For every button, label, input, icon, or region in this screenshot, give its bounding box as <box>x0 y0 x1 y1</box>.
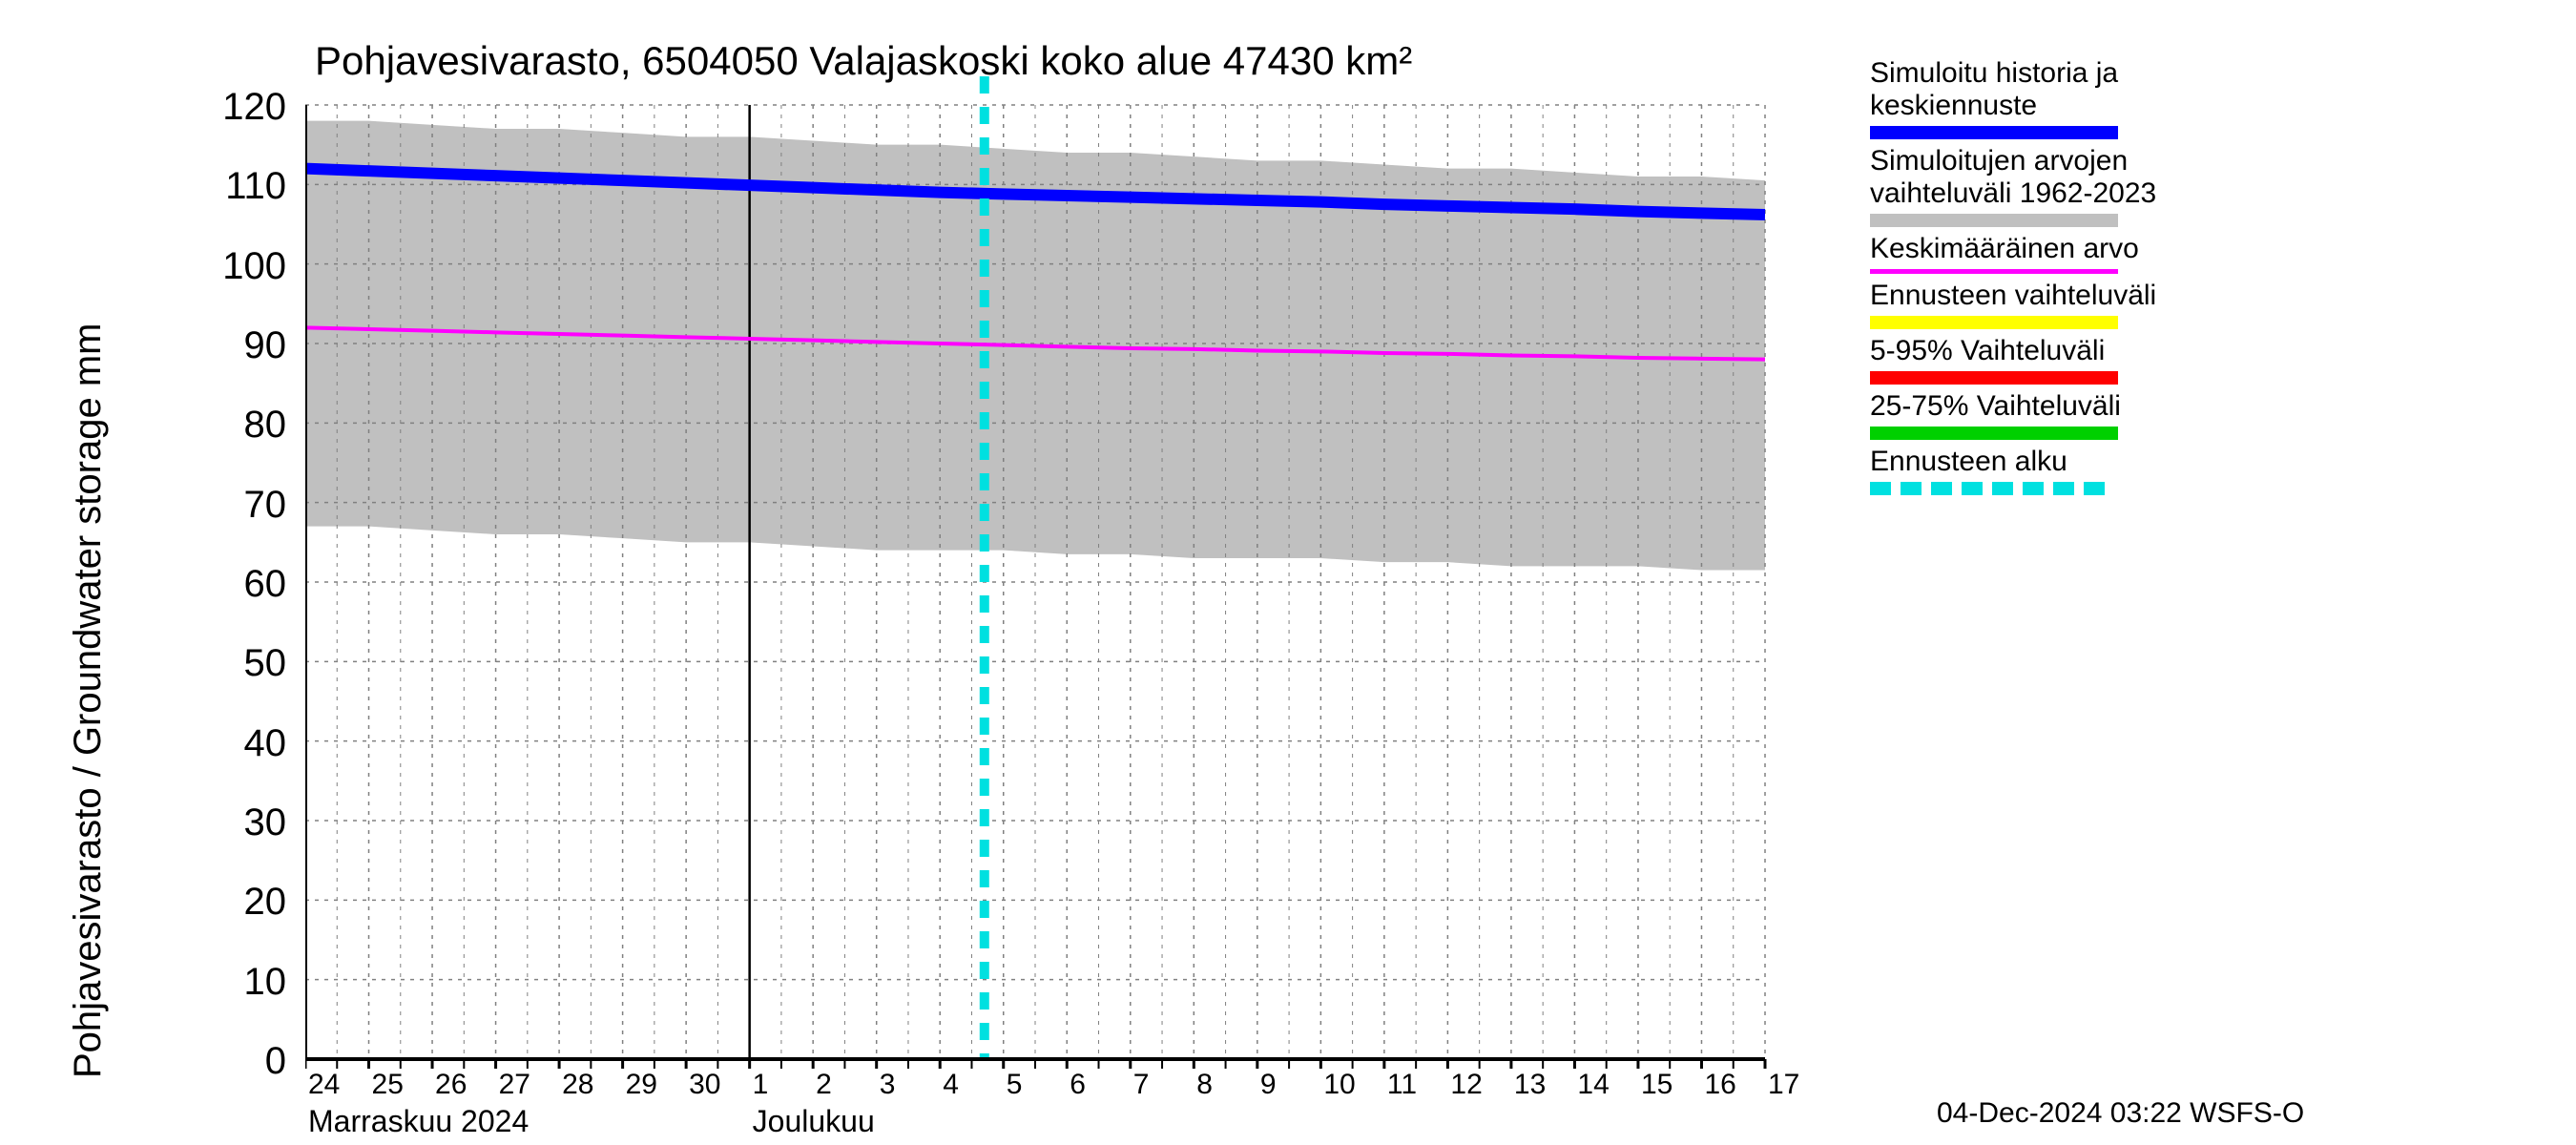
ytick-label: 100 <box>181 245 286 288</box>
xtick-label: 6 <box>1070 1069 1086 1101</box>
xtick-label: 24 <box>308 1069 340 1101</box>
legend-entry: Simuloitu historia ja keskiennuste <box>1870 57 2213 139</box>
ytick-label: 0 <box>181 1040 286 1083</box>
xtick-label: 26 <box>435 1069 467 1101</box>
xtick-label: 10 <box>1323 1069 1355 1101</box>
xtick-label: 3 <box>880 1069 896 1101</box>
ytick-label: 50 <box>181 642 286 685</box>
legend-text: Ennusteen vaihteluväli <box>1870 280 2213 312</box>
xtick-label: 15 <box>1641 1069 1672 1101</box>
month-label: Marraskuu 2024November <box>308 1103 529 1145</box>
ytick-label: 120 <box>181 86 286 129</box>
legend-text: Ennusteen alku <box>1870 446 2213 478</box>
ytick-label: 40 <box>181 722 286 765</box>
legend-entry: 25-75% Vaihteluväli <box>1870 390 2213 440</box>
ytick-label: 30 <box>181 802 286 844</box>
xtick-label: 17 <box>1768 1069 1799 1101</box>
legend-swatch <box>1870 126 2118 139</box>
xtick-label: 11 <box>1387 1069 1417 1101</box>
ytick-label: 80 <box>181 404 286 447</box>
xtick-label: 4 <box>943 1069 959 1101</box>
plot-area <box>305 67 1775 1069</box>
xtick-label: 9 <box>1260 1069 1277 1101</box>
legend-entry: Simuloitujen arvojen vaihteluväli 1962-2… <box>1870 145 2213 227</box>
xtick-label: 25 <box>372 1069 404 1101</box>
legend-entry: Keskimääräinen arvo <box>1870 233 2213 274</box>
legend-swatch <box>1870 316 2118 329</box>
xtick-label: 28 <box>562 1069 593 1101</box>
xtick-label: 16 <box>1704 1069 1735 1101</box>
legend-text: 25-75% Vaihteluväli <box>1870 390 2213 423</box>
xtick-label: 27 <box>499 1069 530 1101</box>
legend-text: 5-95% Vaihteluväli <box>1870 335 2213 367</box>
ytick-label: 20 <box>181 881 286 924</box>
legend-text: Simuloitu historia ja keskiennuste <box>1870 57 2213 122</box>
month-label: JoulukuuDecember <box>753 1103 894 1145</box>
ytick-label: 60 <box>181 563 286 606</box>
xtick-label: 8 <box>1196 1069 1213 1101</box>
legend-swatch <box>1870 214 2118 227</box>
xtick-label: 30 <box>689 1069 720 1101</box>
legend: Simuloitu historia ja keskiennuste Simulo… <box>1870 57 2213 501</box>
legend-swatch <box>1870 371 2118 385</box>
chart-container: Pohjavesivarasto, 6504050 Valajaskoski k… <box>0 0 2576 1145</box>
legend-swatch <box>1870 482 2118 495</box>
xtick-label: 13 <box>1514 1069 1546 1101</box>
ytick-label: 70 <box>181 484 286 527</box>
legend-swatch <box>1870 269 2118 274</box>
xtick-label: 1 <box>753 1069 769 1101</box>
ytick-label: 10 <box>181 961 286 1004</box>
xtick-label: 7 <box>1133 1069 1150 1101</box>
legend-entry: Ennusteen vaihteluväli <box>1870 280 2213 329</box>
ytick-label: 110 <box>181 165 286 208</box>
xtick-label: 5 <box>1007 1069 1023 1101</box>
legend-swatch <box>1870 427 2118 440</box>
xtick-label: 2 <box>816 1069 832 1101</box>
y-axis-label: Pohjavesivarasto / Groundwater storage m… <box>67 323 110 1078</box>
legend-entry: Ennusteen alku <box>1870 446 2213 495</box>
legend-text: Keskimääräinen arvo <box>1870 233 2213 265</box>
legend-entry: 5-95% Vaihteluväli <box>1870 335 2213 385</box>
xtick-label: 29 <box>626 1069 657 1101</box>
ytick-label: 90 <box>181 324 286 367</box>
timestamp: 04-Dec-2024 03:22 WSFS-O <box>1937 1097 2304 1130</box>
xtick-label: 12 <box>1450 1069 1482 1101</box>
legend-text: Simuloitujen arvojen vaihteluväli 1962-2… <box>1870 145 2213 210</box>
xtick-label: 14 <box>1577 1069 1609 1101</box>
